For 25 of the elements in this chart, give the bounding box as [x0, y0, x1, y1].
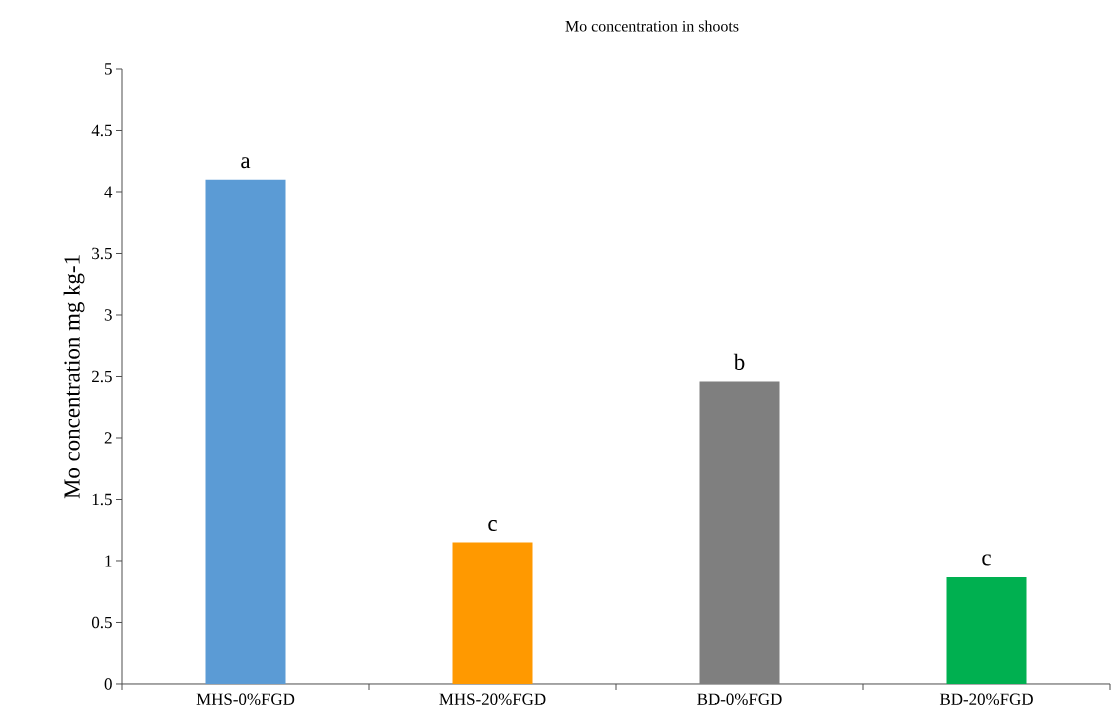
- y-tick-label: 3: [104, 309, 112, 321]
- bar: [452, 542, 533, 684]
- x-tick-label: BD-0%FGD: [697, 693, 782, 705]
- y-tick-label: 4: [104, 186, 113, 198]
- y-tick-label: 1.5: [92, 493, 112, 506]
- bar: [699, 381, 780, 684]
- x-tick-label: MHS-0%FGD: [196, 693, 295, 705]
- y-tick-label: 4.5: [91, 124, 112, 137]
- x-tick-label: MHS-20%FGD: [439, 693, 546, 705]
- y-tick-label: 0.5: [91, 616, 112, 629]
- bar: [205, 179, 286, 684]
- y-tick-label: 0: [104, 678, 112, 690]
- x-tick-label: BD-20%FGD: [939, 693, 1033, 705]
- y-tick-label: 2: [104, 432, 112, 444]
- y-tick-label: 2.5: [92, 370, 112, 383]
- y-tick-label: 1: [105, 555, 112, 567]
- y-axis-title: Mo concentration mg kg-1: [63, 255, 85, 499]
- annotation: b: [733, 353, 745, 370]
- annotation: a: [241, 157, 251, 169]
- y-tick-label: 3.5: [92, 247, 112, 260]
- annotation: c: [982, 554, 991, 566]
- y-tick-label: 5: [105, 63, 112, 75]
- chart-title: Mo concentration in shoots: [565, 20, 739, 32]
- annotation: c: [488, 520, 497, 532]
- bar: [946, 576, 1027, 684]
